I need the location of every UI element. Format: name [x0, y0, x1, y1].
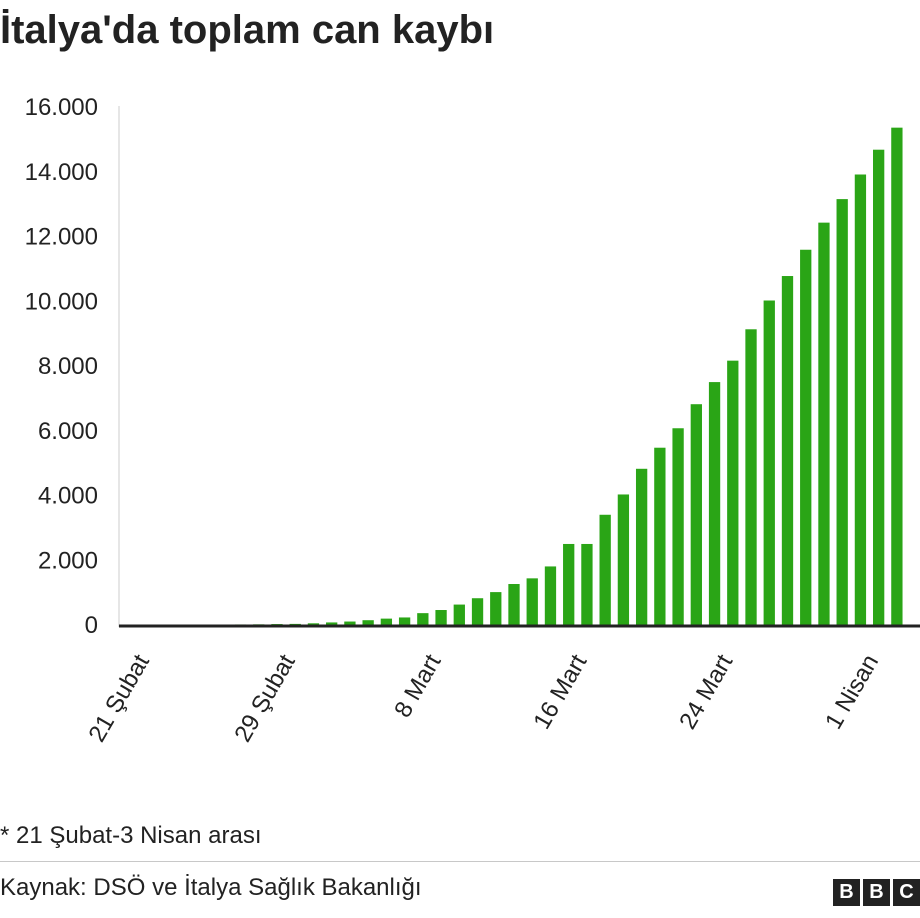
bar: [453, 604, 465, 625]
bar: [490, 592, 502, 625]
bar: [708, 382, 721, 625]
bar: [690, 404, 702, 625]
bar: [344, 621, 356, 625]
bar: [727, 360, 739, 625]
bar: [563, 543, 575, 625]
bar: [581, 543, 593, 625]
chart-title: İtalya'da toplam can kaybı: [0, 8, 495, 52]
bbc-logo-letter: C: [893, 879, 920, 906]
bar: [289, 623, 301, 625]
source-text: Kaynak: DSÖ ve İtalya Sağlık Bakanlığı: [0, 874, 422, 901]
bar: [781, 276, 794, 625]
bar: [326, 622, 338, 625]
bar: [417, 613, 429, 625]
bar: [891, 127, 903, 626]
x-tick-label: 8 Mart: [389, 650, 447, 723]
y-axis: 0 2.000 4.000 6.000 8.000 10.000 12.000 14.000 1…: [25, 94, 98, 639]
bar: [526, 578, 538, 625]
y-tick-label: 12.000: [25, 224, 98, 251]
y-tick-label: 2.000: [38, 547, 98, 574]
bar: [654, 447, 666, 625]
bar: [544, 566, 557, 625]
y-tick-label: 16.000: [25, 94, 98, 121]
bar: [380, 618, 393, 625]
bar: [599, 514, 611, 625]
y-tick-label: 0: [85, 612, 98, 639]
x-axis: 21 Şubat 29 Şubat 8 Mart 16 Mart 24 Mart 1 Ni…: [83, 650, 884, 747]
x-tick-label: 21 Şubat: [83, 650, 155, 747]
bar: [745, 329, 757, 625]
bar: [398, 617, 411, 625]
bar: [307, 623, 320, 625]
bar: [800, 249, 812, 625]
footnote: * 21 Şubat-3 Nisan arası: [0, 822, 262, 849]
bar: [763, 300, 775, 625]
bbc-logo: B B C: [833, 879, 920, 906]
x-tick-label: 24 Mart: [674, 650, 738, 734]
x-tick-label: 16 Mart: [528, 650, 592, 734]
footer-divider: [0, 861, 920, 862]
bar: [836, 199, 848, 625]
bar: [818, 222, 830, 625]
bar: [672, 428, 684, 625]
bar: [508, 584, 520, 625]
x-tick-label: 29 Şubat: [229, 650, 301, 747]
y-tick-label: 14.000: [25, 159, 98, 186]
x-tick-label: 1 Nisan: [820, 650, 884, 734]
bbc-logo-letter: B: [863, 879, 890, 906]
bar: [435, 610, 447, 625]
y-tick-label: 4.000: [38, 483, 98, 510]
bars-group: [125, 127, 903, 626]
y-tick-label: 8.000: [38, 353, 98, 380]
bar: [617, 494, 630, 625]
y-tick-label: 10.000: [25, 288, 98, 315]
bar: [635, 468, 648, 625]
bar: [471, 598, 484, 625]
y-tick-label: 6.000: [38, 418, 98, 445]
bar: [854, 174, 867, 625]
bar: [362, 620, 374, 625]
bar: [872, 149, 885, 625]
bbc-logo-letter: B: [833, 879, 860, 906]
